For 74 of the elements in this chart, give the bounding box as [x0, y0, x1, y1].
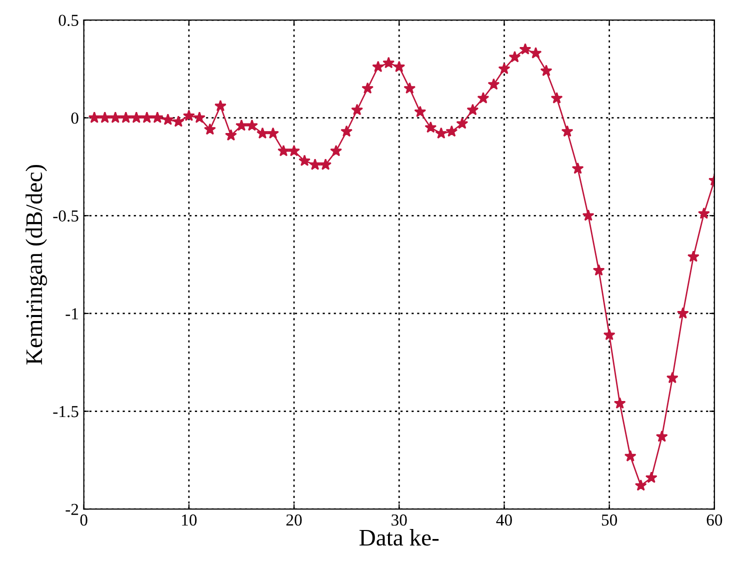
x-axis-title: Data ke-: [359, 529, 439, 546]
point: [561, 125, 574, 137]
point: [508, 50, 521, 62]
point: [182, 110, 195, 122]
point: [140, 112, 153, 124]
x-tick-label: 20: [286, 514, 302, 526]
point: [603, 328, 616, 340]
point: [109, 112, 122, 124]
point: [298, 154, 311, 166]
point: [130, 112, 142, 124]
point: [320, 158, 332, 170]
y-tick-label: -0.5: [53, 210, 78, 222]
point: [435, 127, 448, 139]
point: [572, 162, 584, 174]
y-tick-label: 0.5: [58, 14, 78, 26]
point: [676, 307, 689, 319]
point: [446, 125, 458, 137]
point: [456, 117, 468, 129]
point: [267, 127, 279, 139]
point: [645, 472, 658, 483]
point: [582, 209, 594, 221]
point: [414, 106, 426, 118]
point: [309, 158, 322, 170]
point: [634, 479, 647, 491]
point: [614, 397, 626, 409]
point: [540, 64, 552, 76]
point: [382, 56, 395, 68]
point: [362, 82, 374, 94]
x-tick-label: 50: [602, 514, 618, 526]
x-tick-label: 30: [392, 514, 407, 526]
point: [477, 92, 490, 104]
point: [193, 112, 206, 124]
point: [214, 100, 226, 112]
point: [656, 430, 668, 442]
point: [98, 112, 111, 124]
point: [488, 78, 500, 90]
y-tick-label: 0: [71, 112, 78, 124]
point: [404, 82, 416, 94]
point: [550, 92, 563, 104]
point: [256, 127, 268, 139]
y-tick-label: -1: [66, 308, 78, 320]
point: [466, 104, 479, 116]
x-tick-label: 40: [496, 514, 512, 526]
point: [340, 125, 353, 137]
point: [120, 112, 132, 124]
point: [424, 121, 437, 133]
point: [278, 144, 290, 156]
point: [351, 104, 364, 116]
x-tick-label: 10: [182, 514, 197, 526]
x-tick-label: 0: [80, 514, 88, 526]
point: [498, 62, 510, 74]
point: [172, 115, 184, 127]
x-tick-label: 60: [706, 514, 722, 526]
point: [88, 112, 100, 124]
point: [687, 250, 700, 262]
point: [288, 144, 300, 156]
point: [698, 207, 710, 219]
point: [204, 123, 216, 135]
point: [224, 129, 237, 141]
point: [624, 450, 636, 462]
point: [162, 114, 174, 125]
point: [666, 372, 678, 384]
y-tick-label: -2: [66, 504, 78, 515]
point: [236, 119, 248, 131]
point: [151, 112, 164, 124]
y-tick-label: -1.5: [53, 406, 78, 418]
point: [393, 60, 406, 72]
point: [519, 43, 532, 55]
point: [530, 47, 542, 58]
point: [592, 264, 605, 276]
point: [372, 60, 384, 72]
point: [246, 119, 258, 131]
point: [330, 144, 342, 156]
y-axis-title: Kemiringan (dB/dec): [26, 164, 48, 365]
